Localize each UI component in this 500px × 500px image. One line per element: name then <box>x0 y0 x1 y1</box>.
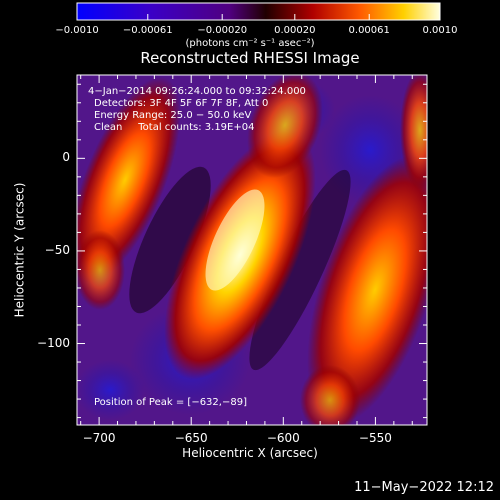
x-tick-label: −550 <box>358 431 392 445</box>
colorbar-tick-label: −0.00061 <box>122 25 173 36</box>
axis-ticks <box>77 75 427 425</box>
colorbar-units: (photons cm⁻² s⁻¹ asec⁻²) <box>185 38 315 49</box>
annotation-energy-range: Energy Range: 25.0 − 50.0 keV <box>94 110 252 121</box>
x-tick-label: −700 <box>82 431 116 445</box>
y-tick-label: −50 <box>44 242 70 257</box>
plot-frame <box>76 74 428 426</box>
peak-position-label: Position of Peak = [−632,−89] <box>94 397 247 408</box>
annotation-counts: Clean Total counts: 3.19E+04 <box>94 122 255 133</box>
x-tick-label: −650 <box>174 431 208 445</box>
colorbar-tick-label: −0.00020 <box>197 25 248 36</box>
annotation-detectors: Detectors: 3F 4F 5F 6F 7F 8F, Att 0 <box>94 98 269 109</box>
annotation-time-range: 4−Jan−2014 09:26:24.000 to 09:32:24.000 <box>88 86 306 97</box>
y-tick-label: −100 <box>37 335 70 350</box>
colorbar <box>76 2 441 21</box>
colorbar-ticks <box>76 14 441 20</box>
colorbar-tick-label: −0.0010 <box>55 25 99 36</box>
y-axis-label: Heliocentric Y (arcsec) <box>12 182 27 318</box>
y-tick-label: 0 <box>62 150 70 165</box>
heatmap-image <box>77 75 427 425</box>
timestamp: 11−May−2022 12:12 <box>354 480 494 495</box>
colorbar-tick-label: 0.00061 <box>348 25 390 36</box>
x-axis-label: Heliocentric X (arcsec) <box>182 446 318 460</box>
colorbar-gradient <box>76 2 441 21</box>
chart-title: Reconstructed RHESSI Image <box>140 49 360 67</box>
colorbar-tick-label: 0.00020 <box>274 25 316 36</box>
colorbar-tick-label: 0.0010 <box>422 25 458 36</box>
x-tick-label: −600 <box>266 431 300 445</box>
